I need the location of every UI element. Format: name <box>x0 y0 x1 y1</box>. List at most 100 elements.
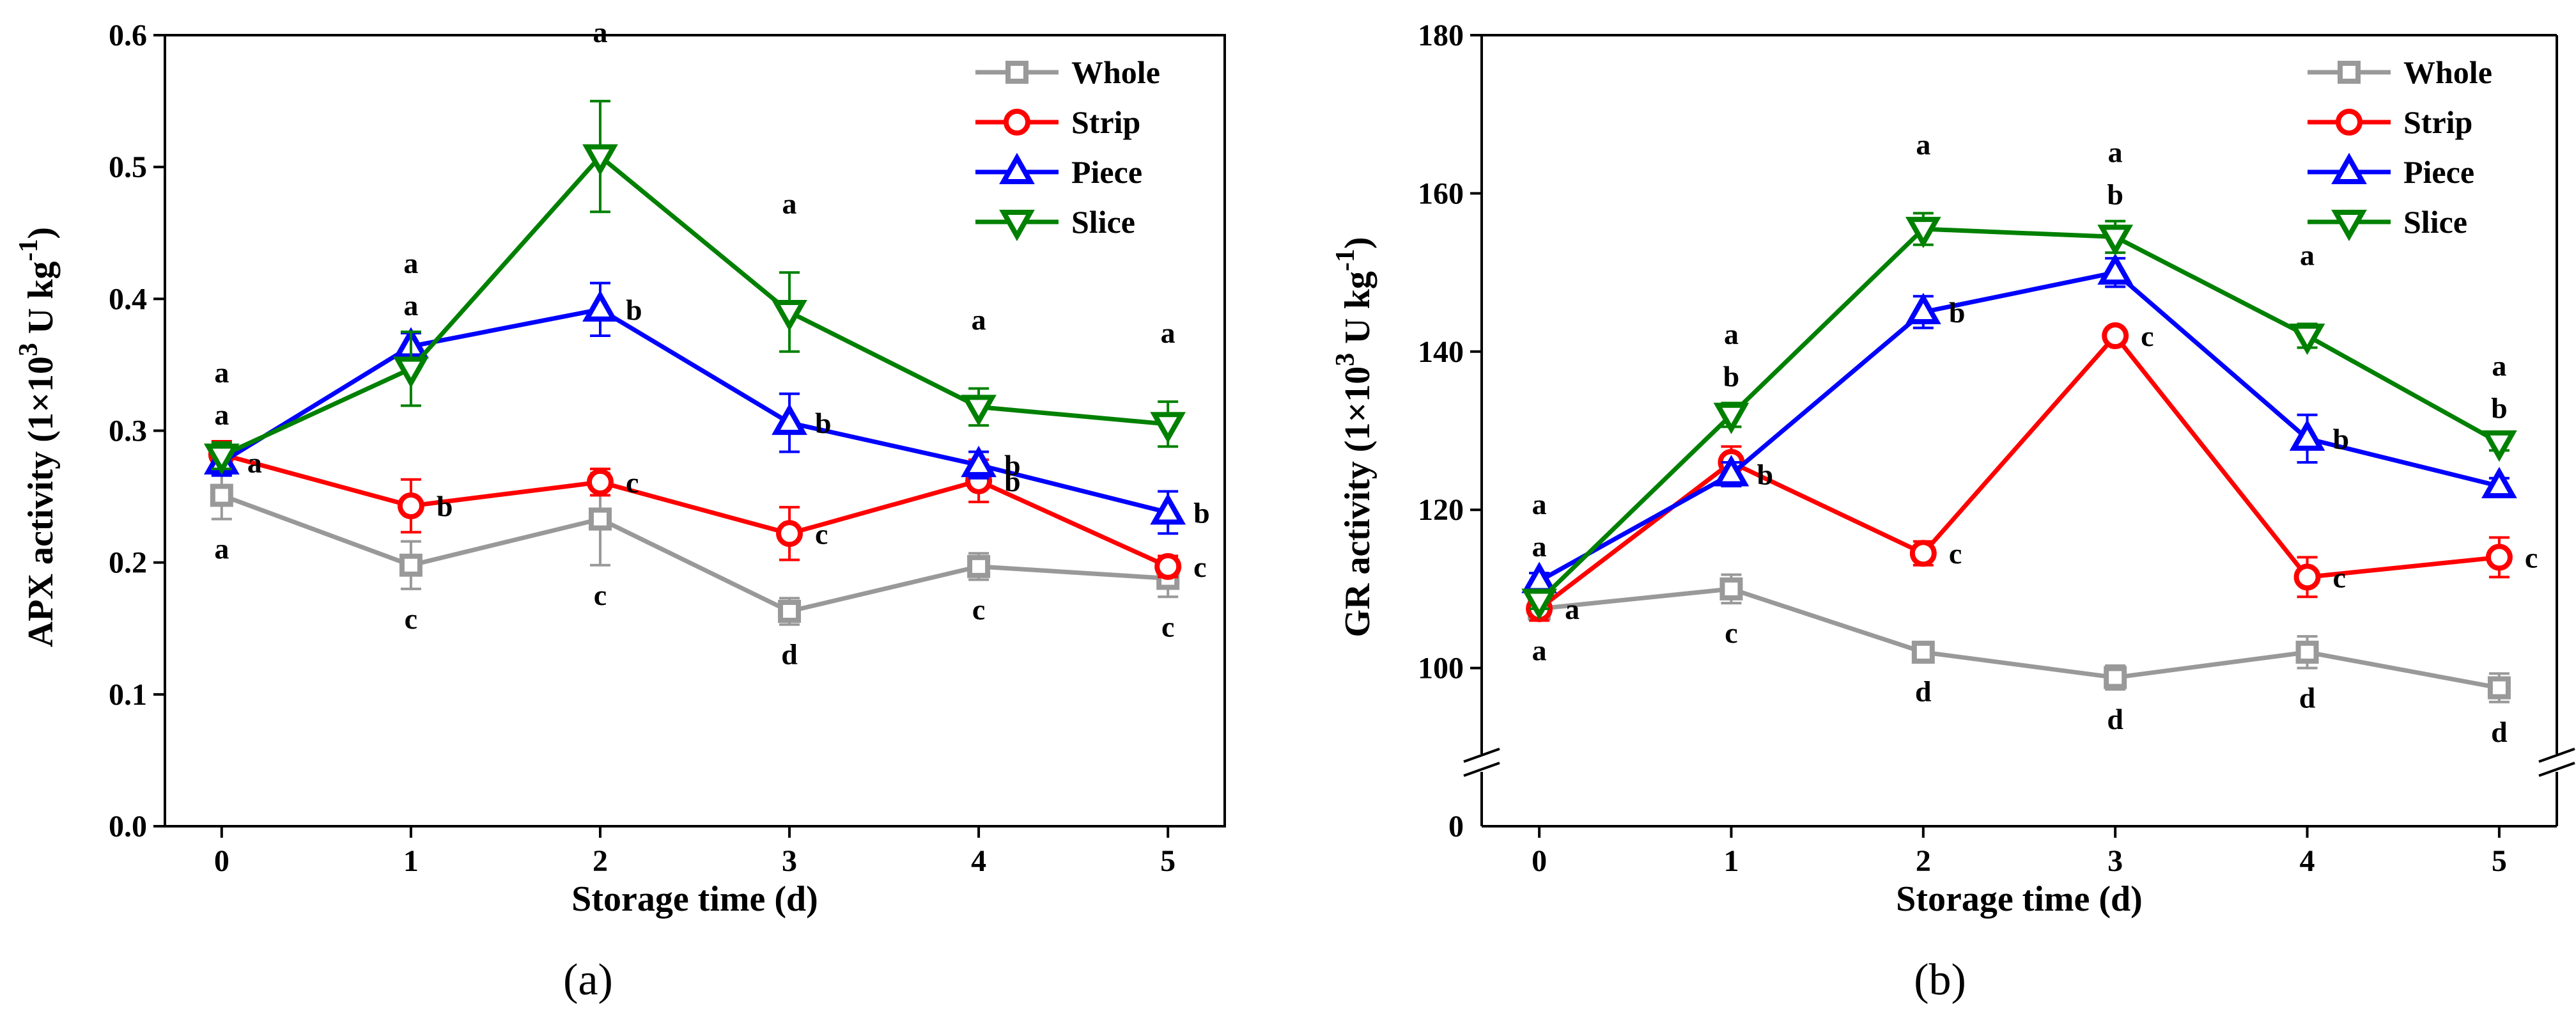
y-tick-label: 0 <box>1448 810 1464 843</box>
y-tick-label: 180 <box>1418 19 1464 52</box>
significance-letter: c <box>626 466 639 499</box>
data-point-marker <box>2289 324 2325 356</box>
data-point-marker <box>582 290 618 322</box>
data-point-marker <box>776 520 803 547</box>
significance-letter: c <box>1725 616 1737 649</box>
series-line <box>1537 333 2500 611</box>
significance-letter: c <box>594 579 607 611</box>
significance-letter: b <box>2491 392 2508 425</box>
significance-letter: b <box>626 294 642 326</box>
data-point-marker <box>399 553 423 577</box>
y-tick-label: 0.2 <box>109 546 147 580</box>
significance-letter: a <box>214 356 229 389</box>
data-point-marker <box>961 445 997 478</box>
y-tick-label: 140 <box>1418 335 1464 369</box>
legend-label: Piece <box>2403 154 2474 190</box>
significance-letter: b <box>1757 459 1773 491</box>
data-point-marker <box>397 492 424 520</box>
x-axis-label: Storage time (d) <box>571 879 818 919</box>
data-point-marker <box>772 404 807 435</box>
data-point-marker <box>210 483 233 507</box>
legend-marker <box>1005 61 1028 84</box>
significance-letter: c <box>1161 610 1174 643</box>
legend-item: Whole <box>2308 54 2492 90</box>
legend-item: Slice <box>975 204 1135 242</box>
axis-break-mark-right <box>2538 748 2575 763</box>
legend-marker <box>2331 152 2367 184</box>
data-point-marker <box>1719 577 1743 600</box>
y-axis-label-text: U kg <box>21 262 61 343</box>
axis-break-mark-left <box>1463 748 1500 763</box>
data-point-marker <box>2481 466 2517 499</box>
data-point-marker <box>586 468 614 496</box>
significance-letter: d <box>1915 675 1932 708</box>
data-point-marker <box>2295 640 2319 664</box>
series-line <box>1539 586 2500 690</box>
data-point-marker <box>1150 493 1186 525</box>
y-tick-label: 160 <box>1418 177 1464 210</box>
legend-label: Whole <box>1071 54 1160 90</box>
x-axis-label: Storage time (d) <box>1896 879 2143 919</box>
data-point-marker <box>2097 253 2134 285</box>
legend-marker <box>2338 61 2361 84</box>
chart-panel-a: 0 1 2 3 4 5 0.0 0.1 0.2 0.3 0.4 0.5 0.6 Storage time … <box>14 16 1226 1005</box>
data-point-marker <box>1911 640 1935 664</box>
significance-letter: c <box>1193 551 1206 583</box>
series-line <box>221 493 1168 614</box>
series-strip <box>208 439 1182 580</box>
significance-letter: a <box>1724 318 1739 350</box>
x-tick-label: 0 <box>1532 844 1547 878</box>
data-point-marker <box>2102 322 2129 350</box>
significance-letter: b <box>815 407 832 439</box>
series-whole <box>210 470 1180 626</box>
data-point-marker <box>2289 419 2325 451</box>
significance-letter: a <box>1161 317 1175 349</box>
data-point-marker <box>1521 588 1557 620</box>
significance-letter: b <box>1193 496 1210 529</box>
x-tick-label: 1 <box>403 844 419 878</box>
significance-letter: a <box>1532 530 1547 563</box>
significance-letter: b <box>437 490 453 522</box>
x-tick-label: 3 <box>782 844 797 878</box>
legend-label: Slice <box>2403 204 2467 240</box>
x-tick-label: 2 <box>1916 844 1931 878</box>
series-slice <box>1521 212 2517 620</box>
significance-letter: c <box>972 593 985 625</box>
significance-letter: a <box>247 446 262 479</box>
data-point-marker <box>2097 224 2134 256</box>
x-tick-label: 4 <box>971 844 986 878</box>
series-strip <box>1526 322 2513 622</box>
data-point-marker <box>1154 553 1182 580</box>
y-tick-label: 100 <box>1418 652 1464 686</box>
significance-letter: a <box>972 304 986 336</box>
y-axis-label-text: ) <box>1338 237 1377 249</box>
data-point-marker <box>2293 563 2321 591</box>
x-tick-label: 4 <box>2300 844 2315 878</box>
y-tick-label: 120 <box>1418 493 1464 527</box>
data-point-marker <box>2487 676 2511 700</box>
legend-item: Strip <box>2308 104 2472 140</box>
significance-letter: a <box>1532 634 1547 666</box>
x-tick-label: 1 <box>1723 844 1739 878</box>
data-point-marker <box>582 144 618 176</box>
legend-marker <box>2336 109 2363 136</box>
data-point-marker <box>2481 430 2517 462</box>
significance-letter: a <box>1916 128 1930 161</box>
data-point-marker <box>588 507 612 531</box>
data-point-marker <box>1713 455 1750 487</box>
significance-letter: a <box>403 247 418 279</box>
significance-letter: a <box>1532 488 1547 521</box>
significance-letter: b <box>1004 449 1021 482</box>
legend-marker <box>999 152 1035 184</box>
legend-item: Whole <box>975 54 1160 90</box>
y-axis-label-text: APX activity (1×10 <box>21 356 61 647</box>
y-axis-label-text: U kg <box>1338 271 1377 353</box>
data-point-marker <box>2485 544 2513 571</box>
significance-letter: a <box>214 533 229 565</box>
series-line <box>1538 270 2500 583</box>
x-tick-label: 3 <box>2107 844 2123 878</box>
data-point-marker <box>778 599 802 623</box>
data-point-marker <box>1713 402 1750 434</box>
significance-letter: b <box>1723 360 1740 393</box>
